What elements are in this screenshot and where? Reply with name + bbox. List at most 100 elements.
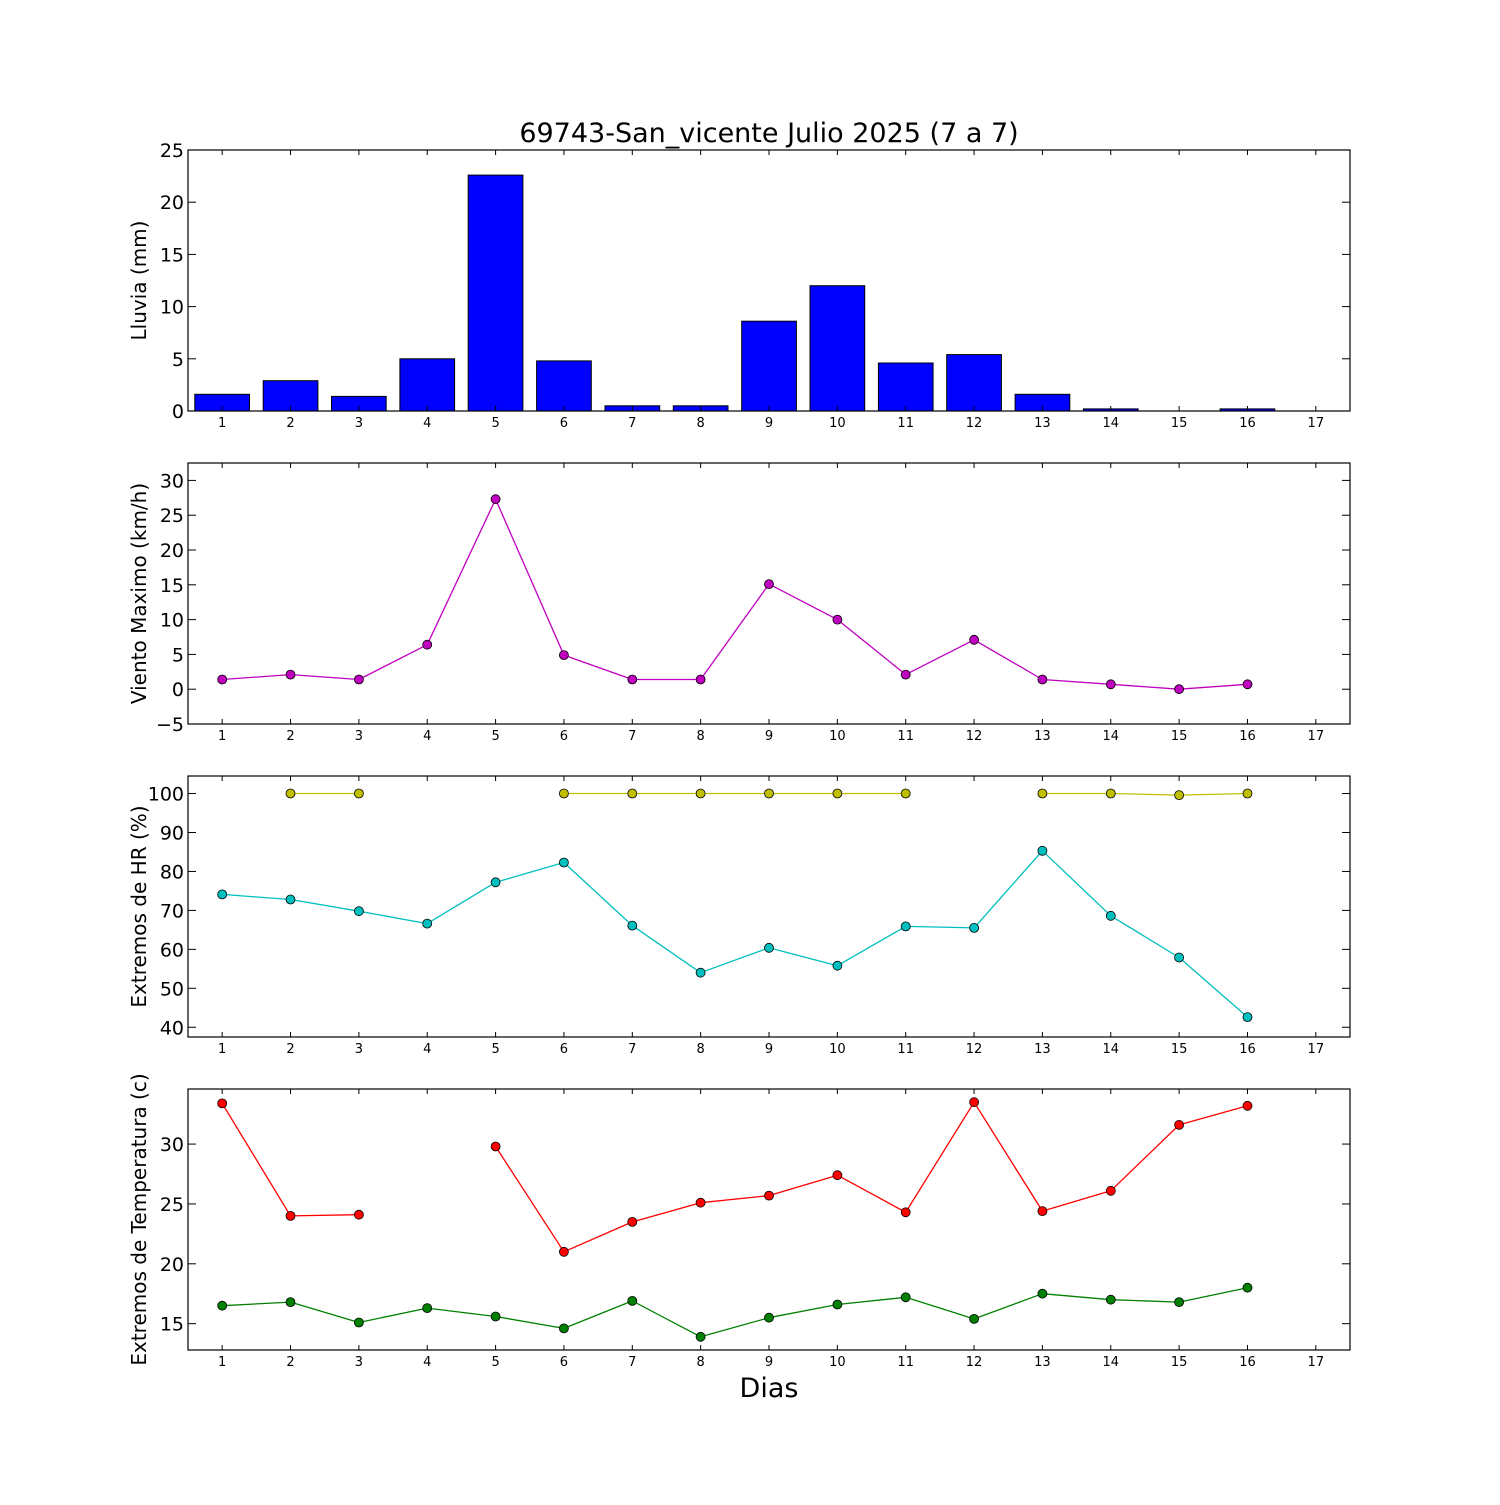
panel-1-y-tick-label: 15 <box>160 244 184 266</box>
panel-4-series-2-point <box>695 1331 706 1342</box>
panel-4-series-1-point <box>217 1098 228 1109</box>
panel-3-x-tick-label: 7 <box>628 1042 636 1057</box>
panel-3-series-1-point <box>285 788 296 799</box>
panel-4-series-2-point <box>559 1323 569 1334</box>
panel-1-y-tick-label: 25 <box>160 140 184 162</box>
panel-3-y-tick-label: 40 <box>160 1017 184 1039</box>
panel-3-series-1-point <box>559 788 569 799</box>
panel-3-series-1-point <box>353 788 364 799</box>
panel-3-series-2-point <box>285 894 296 905</box>
panel-4-series-1-segment <box>700 1194 770 1204</box>
panel-3-x-tick-label: 3 <box>355 1042 363 1057</box>
panel-2-series-1-segment <box>426 498 497 645</box>
panel-4-x-tick-label: 14 <box>1102 1355 1119 1370</box>
panel-4-x-tick-label: 12 <box>966 1355 983 1370</box>
panel-1-y-axis-label: Lluvia (mm) <box>127 221 151 341</box>
panel-3-y-tick-label: 100 <box>148 784 184 806</box>
panel-3-x-tick-label: 17 <box>1308 1042 1325 1057</box>
panel-3-series-1-point <box>1037 788 1048 799</box>
panel-3-series-1-point <box>900 788 911 799</box>
panel-4-x-tick-label: 4 <box>423 1355 431 1370</box>
panel-4-series-1-point <box>969 1097 979 1108</box>
panel-3-series-2-segment <box>222 893 291 901</box>
panel-4-series-1-segment <box>1042 1190 1111 1212</box>
panel-3-x-tick-label: 10 <box>829 1042 846 1057</box>
panel-4-x-tick-label: 17 <box>1308 1355 1325 1370</box>
panel-3-x-tick-label: 5 <box>491 1042 499 1057</box>
panel-2-series-1-point <box>1174 684 1184 695</box>
panel-4-series-2-point <box>1037 1288 1048 1299</box>
panel-1-x-tick-label: 11 <box>897 416 914 431</box>
panel-4-x-tick-label: 5 <box>491 1355 499 1370</box>
panel-4-x-tick-label: 2 <box>286 1355 294 1370</box>
panel-2-x-tick-label: 14 <box>1102 729 1119 744</box>
panel-2-series-1-segment <box>563 654 633 681</box>
panel-2-series-1-segment <box>905 639 975 676</box>
panel-2-y-tick-label: 25 <box>160 505 184 527</box>
panel-1-x-tick-label: 15 <box>1171 416 1188 431</box>
panel-2-x-tick-label: 2 <box>286 729 294 744</box>
panel-3-series-2-segment <box>905 925 975 929</box>
panel-2-series-1-segment <box>1110 683 1180 690</box>
panel-4-series-2-point <box>217 1300 228 1311</box>
panel-3-series-1-segment <box>1179 792 1248 796</box>
panel-3-x-tick-label: 9 <box>765 1042 773 1057</box>
panel-2-y-tick-label: 0 <box>172 679 184 701</box>
panel-3-series-2-point <box>969 923 979 933</box>
panel-4-series-2-segment <box>222 1301 291 1307</box>
panel-3-series-2-segment <box>426 881 496 925</box>
panel-1-x-tick-label: 5 <box>491 416 499 431</box>
panel-1-bar <box>262 380 319 412</box>
panel-4-series-2-point <box>969 1314 979 1324</box>
panel-1-x-tick-label: 2 <box>286 416 294 431</box>
panel-4-series-2-point <box>1174 1297 1184 1307</box>
panel-3-y-tick-label: 80 <box>160 861 184 883</box>
panel-4-series-2-point <box>900 1292 911 1303</box>
panel-4-series-2-segment <box>1042 1293 1111 1301</box>
panel-3-series-2-point <box>1105 910 1116 921</box>
panel-1-y-tick-label: 10 <box>160 297 184 319</box>
panel-3-x-tick-label: 4 <box>423 1042 431 1057</box>
panel-2-x-tick-label: 6 <box>560 729 568 744</box>
panel-4-series-1-point <box>764 1190 774 1201</box>
panel-2-series-1-point <box>422 639 433 650</box>
panel-3-series-2-segment <box>973 850 1043 929</box>
panel-3-series-2-point <box>217 889 228 900</box>
panel-3-series-2-segment <box>290 898 360 912</box>
panel-2-series-1-segment <box>222 673 291 681</box>
panel-2-series-1-point <box>559 650 569 660</box>
panel-4-x-tick-label: 11 <box>897 1355 914 1370</box>
panel-4-series-2-segment <box>631 1300 701 1338</box>
panel-4-y-tick-label: 15 <box>160 1314 184 1336</box>
panel-4-x-tick-label: 1 <box>218 1355 226 1370</box>
panel-3-series-1-point <box>1242 788 1253 799</box>
panel-3-series-2-segment <box>1178 957 1248 1018</box>
panel-2-y-tick-label: 15 <box>160 575 184 597</box>
panel-1-x-tick-label: 6 <box>560 416 568 431</box>
panel-4-series-1-segment <box>632 1202 701 1223</box>
panel-1-x-tick-label: 3 <box>355 416 363 431</box>
panel-3-series-2-segment <box>495 861 565 883</box>
panel-4-series-2-segment <box>290 1301 360 1324</box>
panel-1-bar <box>399 358 456 412</box>
panel-1-x-tick-label: 7 <box>628 416 636 431</box>
panel-2-series-1-segment <box>1042 678 1111 685</box>
panel-3-x-tick-label: 6 <box>560 1042 568 1057</box>
panel-1-bar <box>741 320 797 412</box>
panel-2-x-tick-label: 10 <box>829 729 846 744</box>
panel-2-x-tick-label: 15 <box>1171 729 1188 744</box>
panel-4-series-2-segment <box>1178 1287 1248 1303</box>
panel-2-series-1-segment <box>290 673 359 681</box>
panel-2-y-axis-label: Viento Maximo (km/h) <box>127 483 151 704</box>
panel-2-series-1-segment <box>768 583 838 621</box>
panel-1-bar <box>467 174 524 412</box>
panel-3-x-tick-label: 13 <box>1034 1042 1051 1057</box>
panel-4-series-1-point <box>1174 1120 1184 1130</box>
panel-2-series-1-segment <box>495 498 565 656</box>
panel-4-series-2-segment <box>768 1303 838 1319</box>
panel-4-x-tick-label: 16 <box>1239 1355 1256 1370</box>
panel-3-y-tick-label: 50 <box>160 978 184 1000</box>
panel-4-series-1-segment <box>495 1146 565 1253</box>
panel-2-series-1-point <box>695 674 706 685</box>
panel-4-series-2-segment <box>1110 1299 1180 1303</box>
